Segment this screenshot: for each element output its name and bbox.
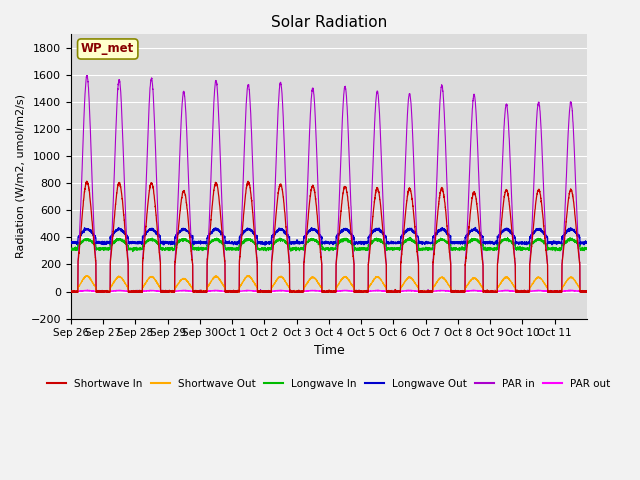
Legend: Shortwave In, Shortwave Out, Longwave In, Longwave Out, PAR in, PAR out: Shortwave In, Shortwave Out, Longwave In… — [43, 375, 615, 393]
Y-axis label: Radiation (W/m2, umol/m2/s): Radiation (W/m2, umol/m2/s) — [15, 95, 25, 258]
Text: WP_met: WP_met — [81, 43, 134, 56]
X-axis label: Time: Time — [314, 344, 344, 357]
Title: Solar Radiation: Solar Radiation — [271, 15, 387, 30]
